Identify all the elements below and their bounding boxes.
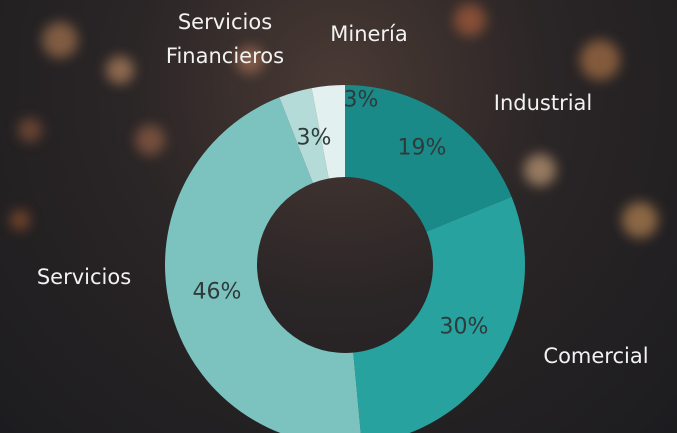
value-label: 19% (398, 136, 447, 161)
value-label: 46% (193, 280, 242, 305)
category-label: Minería (330, 17, 408, 51)
value-label: 30% (440, 315, 489, 340)
category-label: Industrial (494, 86, 593, 120)
category-label: Servicios Financieros (165, 5, 285, 73)
category-label: Comercial (543, 339, 648, 373)
screen: Industrial 19% Comercial 30% Servicios 46% Ser… (0, 0, 677, 433)
value-label: 3% (344, 88, 379, 113)
category-label: Servicios (37, 260, 131, 294)
value-label: 3% (297, 126, 332, 151)
